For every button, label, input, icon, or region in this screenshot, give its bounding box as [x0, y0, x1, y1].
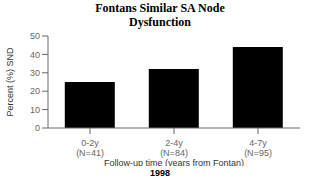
svg-text:0: 0 [35, 123, 40, 133]
html-text:Fontans Similar SA Node: Fontans Similar SA Node [95, 1, 225, 15]
svg-text:2-4y(N=84): 2-4y(N=84) [160, 138, 188, 158]
svg-text:10: 10 [30, 105, 40, 115]
svg-text:Follow-up time (years from Fon: Follow-up time (years from Fontan) [104, 158, 244, 166]
svg-text:30: 30 [30, 68, 40, 78]
svg-text:4-7y(N=95): 4-7y(N=95) [244, 138, 272, 158]
svg-text:Percent (%) SND: Percent (%) SND [8, 47, 15, 117]
svg-text:0-2y(N=41): 0-2y(N=41) [76, 138, 104, 158]
svg-text:20: 20 [30, 86, 40, 96]
svg-text:40: 40 [30, 50, 40, 60]
html-text:Dysfunction: Dysfunction [129, 15, 191, 29]
html-text:1998: 1998 [150, 168, 170, 178]
svg-text:50: 50 [30, 31, 40, 41]
